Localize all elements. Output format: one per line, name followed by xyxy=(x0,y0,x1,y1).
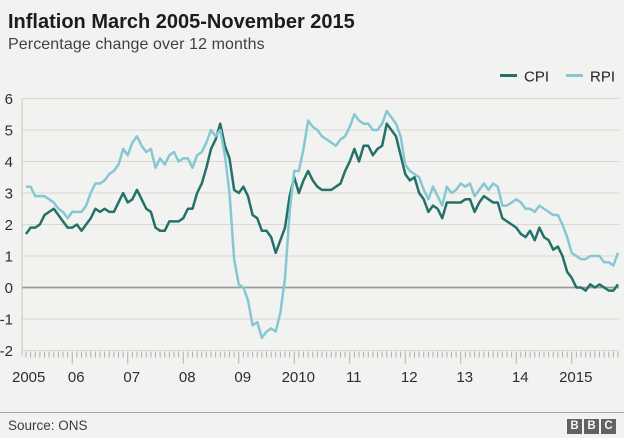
y-axis-label: 2 xyxy=(5,217,13,234)
y-axis-labels: 6 5 4 3 2 1 0 -1 -2 xyxy=(0,91,13,360)
x-axis-ticks xyxy=(25,351,619,364)
y-axis-label: 6 xyxy=(5,91,13,108)
source-label: Source: ONS xyxy=(8,418,88,433)
bbc-logo-block-b1: B xyxy=(567,419,582,434)
footer-divider xyxy=(0,412,624,413)
x-axis-label: 2015 xyxy=(559,369,592,386)
chart-subtitle: Percentage change over 12 months xyxy=(8,36,265,53)
cpi-line xyxy=(24,122,620,292)
data-series xyxy=(24,109,620,340)
x-axis-label: 2010 xyxy=(282,369,315,386)
bbc-logo: B B C xyxy=(567,419,616,434)
x-axis-label: 06 xyxy=(68,369,85,386)
legend-cpi-label: CPI xyxy=(524,69,549,86)
chart-title: Inflation March 2005-November 2015 xyxy=(8,11,355,33)
x-axis-label: 12 xyxy=(401,369,418,386)
x-axis-labels: 2005 06 07 08 09 2010 11 12 13 14 2015 xyxy=(12,369,592,386)
bbc-logo-block-b2: B xyxy=(584,419,599,434)
rpi-line xyxy=(26,109,620,340)
x-axis-label: 09 xyxy=(234,369,251,386)
x-axis-label: 07 xyxy=(123,369,140,386)
x-axis-label: 2005 xyxy=(12,369,45,386)
bbc-logo-block-c: C xyxy=(601,419,616,434)
x-axis-label: 13 xyxy=(456,369,473,386)
y-axis-label: 3 xyxy=(5,186,13,203)
y-axis-label: 1 xyxy=(5,249,13,266)
legend: CPI RPI xyxy=(500,69,615,86)
y-axis-label: 4 xyxy=(5,154,13,171)
y-axis-label: 0 xyxy=(5,280,13,297)
x-axis-label: 11 xyxy=(346,369,362,386)
y-axis-label: -1 xyxy=(0,312,13,329)
y-axis-label: 5 xyxy=(5,123,13,140)
x-axis-label: 08 xyxy=(179,369,196,386)
y-axis-label: -2 xyxy=(0,343,13,360)
gridlines xyxy=(21,98,619,357)
x-axis-label: 14 xyxy=(512,369,529,386)
legend-rpi-label: RPI xyxy=(590,69,615,86)
